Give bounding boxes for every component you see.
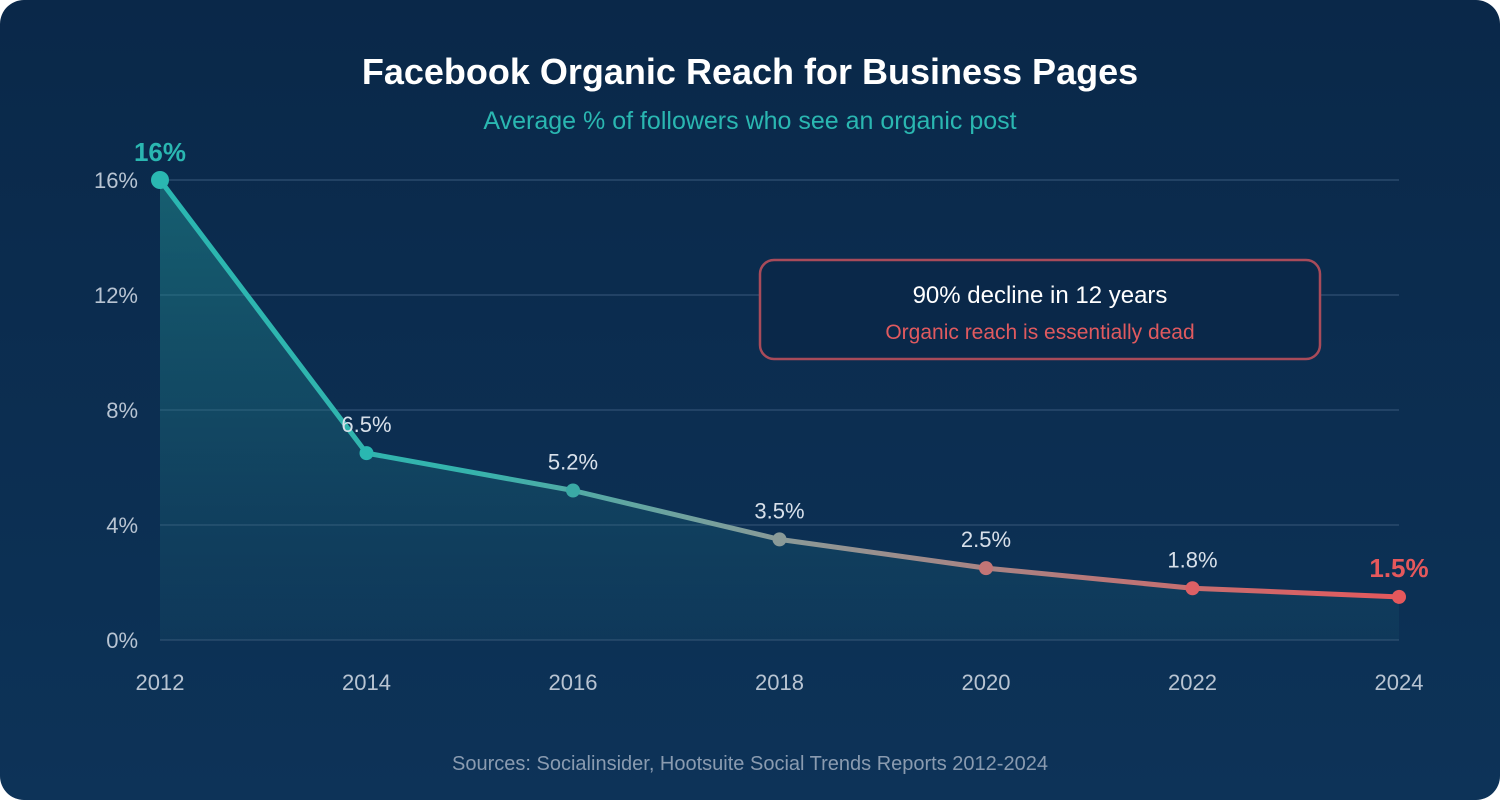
data-point [151,171,169,189]
area-fill [160,180,1399,640]
y-tick-label: 16% [94,168,138,193]
data-label: 6.5% [341,412,391,437]
data-point [566,483,580,498]
data-point [359,446,374,461]
data-point [772,532,787,547]
annotation-title: 90% decline in 12 years [913,282,1168,309]
chart-title: Facebook Organic Reach for Business Page… [362,51,1138,92]
data-label: 1.5% [1369,553,1428,583]
data-point [979,561,993,576]
data-label: 2.5% [961,527,1011,552]
x-tick-label: 2024 [1375,670,1424,695]
annotation-subtitle: Organic reach is essentially dead [885,321,1194,344]
x-tick-label: 2020 [962,670,1011,695]
source-note: Sources: Socialinsider, Hootsuite Social… [452,753,1048,775]
y-tick-label: 0% [106,628,138,653]
data-point [1392,589,1406,604]
y-tick-label: 12% [94,283,138,308]
data-label: 3.5% [754,498,804,523]
data-label: 16% [134,137,186,167]
data-label: 1.8% [1167,547,1217,572]
x-tick-label: 2016 [549,670,598,695]
data-point [1185,581,1200,596]
x-tick-label: 2018 [755,670,804,695]
y-tick-label: 8% [106,398,138,423]
data-label: 5.2% [548,450,598,475]
x-tick-label: 2014 [342,670,391,695]
x-tick-label: 2012 [136,670,185,695]
annotation-box: 90% decline in 12 years Organic reach is… [758,258,1322,361]
x-tick-label: 2022 [1168,670,1217,695]
chart-subtitle: Average % of followers who see an organi… [483,107,1016,135]
y-tick-label: 4% [106,513,138,538]
